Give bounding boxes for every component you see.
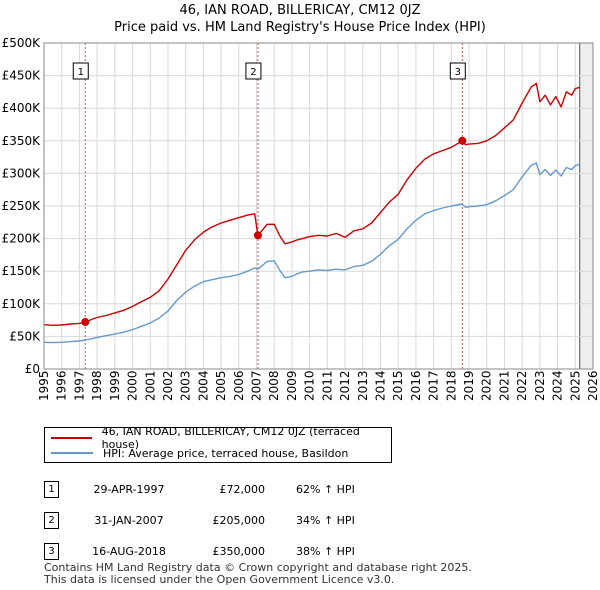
sales-table: 1 29-APR-1997 £72,000 62% ↑ HPI 2 31-JAN…	[44, 474, 416, 567]
x-tick-label: 2015	[391, 370, 405, 401]
sale-date: 29-APR-1997	[93, 483, 165, 496]
sale-number-badge: 2	[44, 512, 59, 529]
y-tick-label: £50K	[9, 329, 41, 343]
y-tick-label: £150K	[2, 264, 42, 278]
x-tick-label: 2008	[267, 370, 281, 401]
sale-label-box	[449, 62, 466, 80]
sale-date: 31-JAN-2007	[94, 514, 164, 527]
x-tick-label: 2010	[303, 370, 317, 401]
x-tick-label: 2001	[143, 370, 157, 401]
legend: 46, IAN ROAD, BILLERICAY, CM12 0JZ (terr…	[44, 425, 392, 463]
sale-hpi-change: 38% ↑ HPI	[296, 545, 355, 558]
x-tick-label: 2005	[214, 370, 228, 401]
y-tick-label: £100K	[2, 297, 42, 311]
x-tick-label: 1995	[37, 370, 51, 401]
y-tick-label: £450K	[2, 69, 42, 83]
x-tick-label: 1996	[55, 370, 69, 401]
table-row: 2 31-JAN-2007 £205,000 34% ↑ HPI	[44, 505, 416, 536]
chart-subtitle: Price paid vs. HM Land Registry's House …	[114, 20, 486, 35]
y-tick-label: £200K	[2, 232, 42, 246]
legend-label-property: 46, IAN ROAD, BILLERICAY, CM12 0JZ (terr…	[101, 425, 360, 451]
sale-price: £205,000	[212, 514, 266, 527]
sale-label: 2	[250, 67, 256, 78]
plot-border	[43, 42, 594, 370]
sale-point	[253, 231, 262, 240]
x-tick-label: 2020	[480, 370, 494, 401]
sale-date: 16-AUG-2018	[92, 545, 166, 558]
chart-title: 46, IAN ROAD, BILLERICAY, CM12 0JZ	[179, 3, 421, 18]
sale-hpi-change: 34% ↑ HPI	[296, 514, 355, 527]
x-tick-label: 2025	[568, 370, 582, 401]
sale-number-badge: 1	[44, 481, 59, 498]
sale-point	[81, 318, 90, 327]
sale-label-box	[245, 62, 262, 80]
x-tick-label: 2016	[409, 370, 423, 401]
x-tick-label: 2023	[533, 370, 547, 401]
y-tick-label: £500K	[2, 36, 42, 50]
x-tick-label: 2004	[196, 370, 210, 401]
y-tick-label: £300K	[2, 166, 42, 180]
x-tick-label: 2018	[444, 370, 458, 401]
sale-price: £72,000	[219, 483, 266, 496]
hpi-line	[43, 162, 580, 344]
table-row: 3 16-AUG-2018 £350,000 38% ↑ HPI	[44, 536, 416, 567]
x-tick-label: 2026	[586, 370, 600, 401]
property-price-line	[43, 82, 580, 326]
legend-item-property: 46, IAN ROAD, BILLERICAY, CM12 0JZ (terr…	[51, 425, 391, 451]
y-tick-label: £400K	[2, 101, 42, 115]
table-row: 1 29-APR-1997 £72,000 62% ↑ HPI	[44, 474, 416, 505]
legend-swatch-red	[51, 437, 92, 439]
x-tick-label: 2011	[320, 370, 334, 401]
legend-item-hpi: HPI: Average price, terraced house, Basi…	[51, 446, 348, 460]
y-tick-label: £350K	[2, 134, 42, 148]
x-tick-label: 2012	[338, 370, 352, 401]
x-tick-label: 2006	[232, 370, 246, 401]
y-tick-label: £0	[25, 362, 40, 376]
x-tick-label: 2013	[356, 370, 370, 401]
x-tick-label: 2019	[462, 370, 476, 401]
sale-label-box	[72, 62, 89, 80]
x-tick-label: 2017	[427, 370, 441, 401]
sale-label: 3	[455, 67, 461, 78]
x-tick-label: 1998	[90, 370, 104, 401]
price-chart: £0 £50K £100K £150K £200K £250K £300K £350K £400…	[2, 36, 600, 401]
x-tick-label: 2007	[250, 370, 264, 401]
y-tick-label: £250K	[2, 199, 42, 213]
sale-hpi-change: 62% ↑ HPI	[296, 483, 355, 496]
legend-swatch-blue	[51, 452, 93, 454]
footer-copyright: Contains HM Land Registry data © Crown c…	[44, 561, 472, 574]
x-tick-label: 2024	[551, 370, 565, 401]
x-tick-label: 2000	[126, 370, 140, 401]
x-tick-label: 2003	[179, 370, 193, 401]
x-tick-label: 2021	[497, 370, 511, 401]
x-tick-label: 2022	[515, 370, 529, 401]
x-tick-label: 2009	[285, 370, 299, 401]
x-tick-label: 1999	[108, 370, 122, 401]
sale-label: 1	[78, 67, 84, 78]
x-tick-label: 2002	[161, 370, 175, 401]
x-tick-label: 1997	[72, 370, 86, 401]
sale-price: £350,000	[212, 545, 266, 558]
sale-point	[458, 136, 467, 145]
sale-number-badge: 3	[44, 543, 59, 560]
x-tick-label: 2014	[373, 370, 387, 401]
legend-label-hpi: HPI: Average price, terraced house, Basi…	[103, 446, 349, 460]
footer-licence: This data is licensed under the Open Gov…	[44, 573, 395, 586]
